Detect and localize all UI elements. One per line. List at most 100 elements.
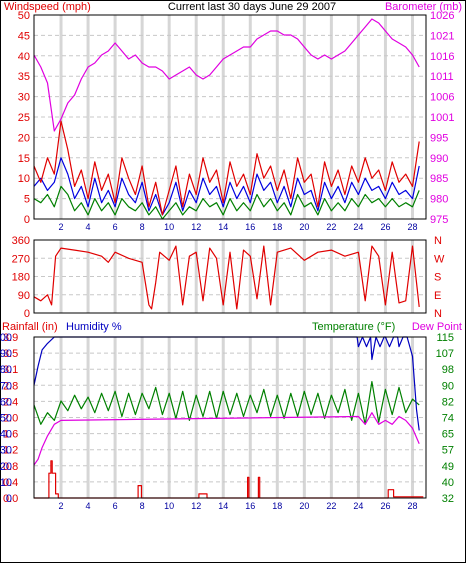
left-tick-label-humidity: 100 (0, 332, 12, 344)
left-tick-label-direction: 360 (12, 235, 30, 247)
left-tick-label-humidity: 20 (0, 461, 12, 473)
right-tick-label-barometer: 980 (430, 194, 448, 206)
left-tick-label-wind: 0 (24, 214, 30, 226)
left-tick-label-direction: 90 (18, 290, 30, 302)
left-tick-label-rain: 2.4 (3, 396, 18, 408)
compass-letter: S (434, 272, 441, 284)
left-tick-label-wind: 50 (18, 10, 30, 22)
x-tick-label-day: 14 (218, 501, 228, 511)
right-tick-label-temperature: 49 (442, 461, 454, 473)
chart-title: Current last 30 days June 29 2007 (168, 1, 336, 13)
left-tick-label-humidity: 10 (0, 477, 12, 489)
x-tick-label-day: 18 (272, 222, 282, 232)
left-tick-label-humidity: 90 (0, 348, 12, 360)
plot-frame-rain-humidity-temperature (33, 336, 427, 499)
left-tick-label-humidity: 40 (0, 429, 12, 441)
x-tick-label-day: 8 (140, 501, 145, 511)
left-tick-label-rain: 0.0 (3, 493, 18, 505)
right-tick-label-temperature: 90 (442, 380, 454, 392)
left-tick-label-wind: 45 (18, 30, 30, 42)
left-tick-label-direction: 270 (12, 253, 30, 265)
x-tick-label-day: 10 (164, 222, 174, 232)
right-axis-label-temperature: Temperature (°F) (312, 321, 395, 333)
left-tick-label-rain: 3.5 (3, 348, 18, 360)
series-wind-gust (33, 157, 420, 216)
x-tick-label-day: 22 (326, 501, 336, 511)
left-tick-label-direction: 0 (24, 308, 30, 320)
x-tick-label-day: 24 (353, 222, 363, 232)
series-dewpoint (33, 412, 420, 466)
right-tick-label-barometer: 995 (430, 132, 448, 144)
left-tick-label-rain: 3.1 (3, 364, 18, 376)
compass-letter: W (434, 253, 445, 265)
series-barometer (33, 18, 420, 132)
left-tick-label-rain: 2.8 (3, 380, 18, 392)
left-tick-label-humidity: 30 (0, 445, 12, 457)
left-tick-label-wind: 40 (18, 51, 30, 63)
left-tick-label-rain: 3.9 (3, 332, 18, 344)
left-tick-label-wind: 25 (18, 112, 30, 124)
x-tick-label-day: 16 (245, 501, 255, 511)
right-tick-label-temperature: 115 (436, 332, 454, 344)
left-tick-label-rain: 2.0 (3, 413, 18, 425)
left-axis-label-rain: Rainfall (in) (2, 321, 58, 333)
right-tick-label-barometer: 1016 (430, 51, 454, 63)
humidity-label: Humidity % (66, 321, 122, 333)
x-tick-label-day: 4 (86, 501, 91, 511)
x-tick-label-day: 12 (191, 501, 201, 511)
x-tick-label-day: 28 (407, 222, 417, 232)
right-tick-label-barometer: 1026 (430, 10, 454, 22)
series-temperature (33, 381, 420, 425)
right-tick-label-temperature: 32 (442, 493, 454, 505)
left-tick-label-wind: 5 (24, 194, 30, 206)
right-tick-label-temperature: 74 (442, 413, 454, 425)
left-tick-label-humidity: 80 (0, 364, 12, 376)
right-tick-label-barometer: 985 (430, 173, 448, 185)
right-tick-label-barometer: 1011 (430, 71, 454, 83)
right-tick-label-barometer: 975 (430, 214, 448, 226)
right-tick-label-barometer: 1001 (430, 112, 454, 124)
plot-frame-wind (33, 14, 427, 220)
x-tick-label-day: 20 (299, 222, 309, 232)
series-windspeed (33, 120, 420, 216)
x-tick-label-day: 16 (245, 222, 255, 232)
x-tick-label-day: 26 (380, 222, 390, 232)
compass-letter: N (434, 308, 442, 320)
x-tick-label-day: 24 (353, 501, 363, 511)
dewpoint-label: Dew Point (412, 321, 462, 333)
right-tick-label-temperature: 57 (442, 445, 454, 457)
plot-frame-direction (33, 239, 427, 314)
x-tick-label-day: 6 (113, 501, 118, 511)
left-tick-label-humidity: 70 (0, 380, 12, 392)
x-tick-label-day: 12 (191, 222, 201, 232)
left-tick-label-wind: 15 (18, 153, 30, 165)
left-tick-label-rain: 0.4 (3, 477, 18, 489)
x-tick-label-day: 26 (380, 501, 390, 511)
x-tick-label-day: 6 (113, 222, 118, 232)
right-tick-label-temperature: 107 (436, 348, 454, 360)
left-axis-label-wind: Windspeed (mph) (4, 1, 91, 13)
right-tick-label-barometer: 1006 (430, 92, 454, 104)
left-tick-label-rain: 0.8 (3, 461, 18, 473)
right-tick-label-temperature: 40 (442, 477, 454, 489)
left-tick-label-humidity: 50 (0, 413, 12, 425)
right-tick-label-barometer: 1021 (430, 30, 454, 42)
left-tick-label-wind: 30 (18, 92, 30, 104)
left-tick-label-direction: 180 (12, 272, 30, 284)
series-rainfall (34, 460, 424, 499)
right-tick-label-temperature: 98 (442, 364, 454, 376)
left-tick-label-rain: 1.2 (3, 445, 18, 457)
x-tick-label-day: 22 (326, 222, 336, 232)
x-tick-label-day: 28 (407, 501, 417, 511)
left-tick-label-wind: 35 (18, 71, 30, 83)
right-axis-label-barometer: Barometer (mb) (385, 1, 462, 13)
x-tick-label-day: 2 (59, 501, 64, 511)
right-tick-label-barometer: 990 (430, 153, 448, 165)
x-tick-label-day: 4 (86, 222, 91, 232)
x-tick-label-day: 2 (59, 222, 64, 232)
left-tick-label-wind: 10 (18, 173, 30, 185)
right-tick-label-temperature: 82 (442, 396, 454, 408)
right-tick-label-temperature: 65 (442, 429, 454, 441)
